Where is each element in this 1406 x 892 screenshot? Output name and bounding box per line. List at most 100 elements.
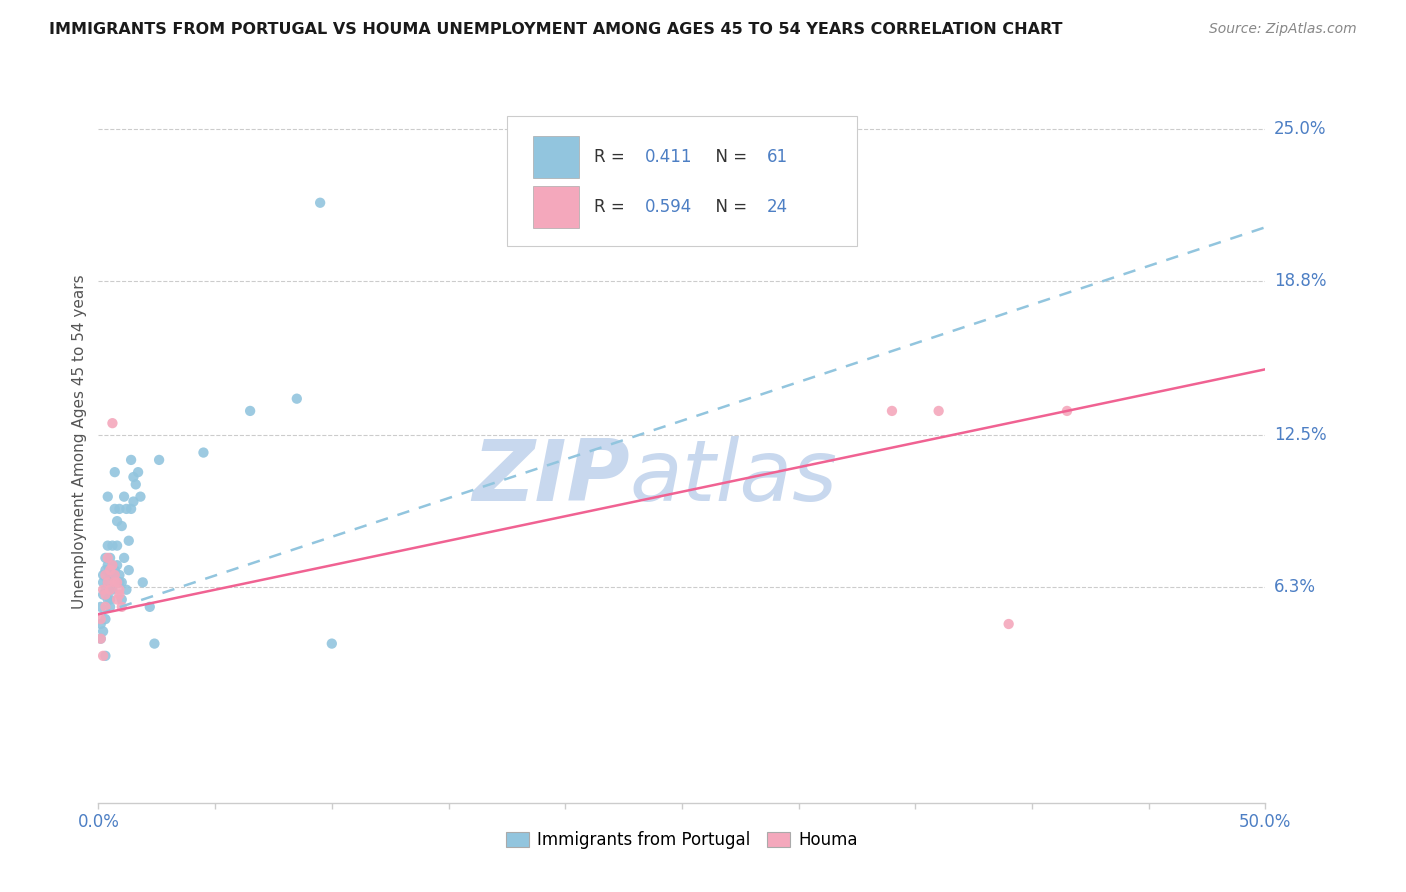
Point <box>111 599 134 614</box>
Point <box>98 599 121 614</box>
Point <box>101 416 124 430</box>
Point <box>94 582 117 597</box>
Point <box>105 514 128 528</box>
Point <box>91 575 114 590</box>
Point <box>94 568 117 582</box>
Text: Source: ZipAtlas.com: Source: ZipAtlas.com <box>1209 22 1357 37</box>
Text: R =: R = <box>595 198 630 217</box>
Point <box>108 568 131 582</box>
Text: IMMIGRANTS FROM PORTUGAL VS HOUMA UNEMPLOYMENT AMONG AGES 45 TO 54 YEARS CORRELA: IMMIGRANTS FROM PORTUGAL VS HOUMA UNEMPL… <box>49 22 1063 37</box>
Point <box>111 575 134 590</box>
Point <box>880 404 903 418</box>
Text: R =: R = <box>595 148 630 166</box>
Point <box>309 195 332 210</box>
Point <box>101 539 124 553</box>
Text: 18.8%: 18.8% <box>1274 272 1326 290</box>
Point <box>125 477 148 491</box>
Point <box>129 490 152 504</box>
Point <box>97 550 120 565</box>
Point <box>120 502 142 516</box>
Text: 0.411: 0.411 <box>644 148 692 166</box>
Point <box>104 563 127 577</box>
Point <box>94 612 117 626</box>
Point <box>98 568 121 582</box>
Point <box>127 465 149 479</box>
Point <box>91 568 114 582</box>
Point <box>108 588 131 602</box>
Point <box>94 563 117 577</box>
Point <box>91 582 114 597</box>
Point <box>105 592 128 607</box>
Point <box>143 637 166 651</box>
Point <box>239 404 262 418</box>
Point <box>97 575 120 590</box>
Point <box>132 575 155 590</box>
Point <box>91 588 114 602</box>
Point <box>122 470 145 484</box>
Text: 12.5%: 12.5% <box>1274 426 1326 444</box>
Point <box>101 558 124 573</box>
Point <box>98 582 121 597</box>
Point <box>108 582 131 597</box>
Point <box>108 575 131 590</box>
Point <box>90 599 112 614</box>
Point <box>90 632 112 646</box>
Text: 24: 24 <box>768 198 789 217</box>
Legend: Immigrants from Portugal, Houma: Immigrants from Portugal, Houma <box>499 824 865 856</box>
Point <box>94 588 117 602</box>
Point <box>101 558 124 573</box>
Text: ZIP: ZIP <box>472 436 630 519</box>
Point <box>115 582 138 597</box>
Point <box>997 617 1019 632</box>
Point <box>94 550 117 565</box>
Point <box>321 637 343 651</box>
Point <box>90 632 112 646</box>
Text: 25.0%: 25.0% <box>1274 120 1326 138</box>
Point <box>101 582 124 597</box>
Text: N =: N = <box>706 198 752 217</box>
Point <box>105 575 128 590</box>
Point <box>98 550 121 565</box>
Point <box>97 592 120 607</box>
Point <box>98 563 121 577</box>
Point <box>193 445 215 459</box>
Point <box>112 490 135 504</box>
Point <box>94 599 117 614</box>
Point <box>122 494 145 508</box>
Point <box>94 648 117 663</box>
Point <box>97 539 120 553</box>
Point <box>90 617 112 632</box>
Point <box>118 533 141 548</box>
FancyBboxPatch shape <box>533 136 579 178</box>
Point <box>115 502 138 516</box>
Point <box>105 539 128 553</box>
Point <box>285 392 308 406</box>
Point <box>928 404 950 418</box>
Point <box>104 568 127 582</box>
Text: 61: 61 <box>768 148 789 166</box>
Point <box>108 502 131 516</box>
Point <box>111 592 134 607</box>
Point <box>97 575 120 590</box>
Point <box>111 519 134 533</box>
Point <box>91 648 114 663</box>
Point <box>148 453 170 467</box>
FancyBboxPatch shape <box>508 117 858 246</box>
Point <box>104 568 127 582</box>
Point <box>98 568 121 582</box>
Point <box>1056 404 1078 418</box>
Point <box>90 612 112 626</box>
Text: atlas: atlas <box>630 436 838 519</box>
Point <box>118 563 141 577</box>
Text: 6.3%: 6.3% <box>1274 578 1316 596</box>
FancyBboxPatch shape <box>533 186 579 228</box>
Point <box>120 453 142 467</box>
Point <box>104 465 127 479</box>
Point <box>104 502 127 516</box>
Point <box>104 575 127 590</box>
Y-axis label: Unemployment Among Ages 45 to 54 years: Unemployment Among Ages 45 to 54 years <box>72 274 87 609</box>
Point <box>98 582 121 597</box>
Text: 0.594: 0.594 <box>644 198 692 217</box>
Point <box>91 624 114 639</box>
Point <box>139 599 162 614</box>
